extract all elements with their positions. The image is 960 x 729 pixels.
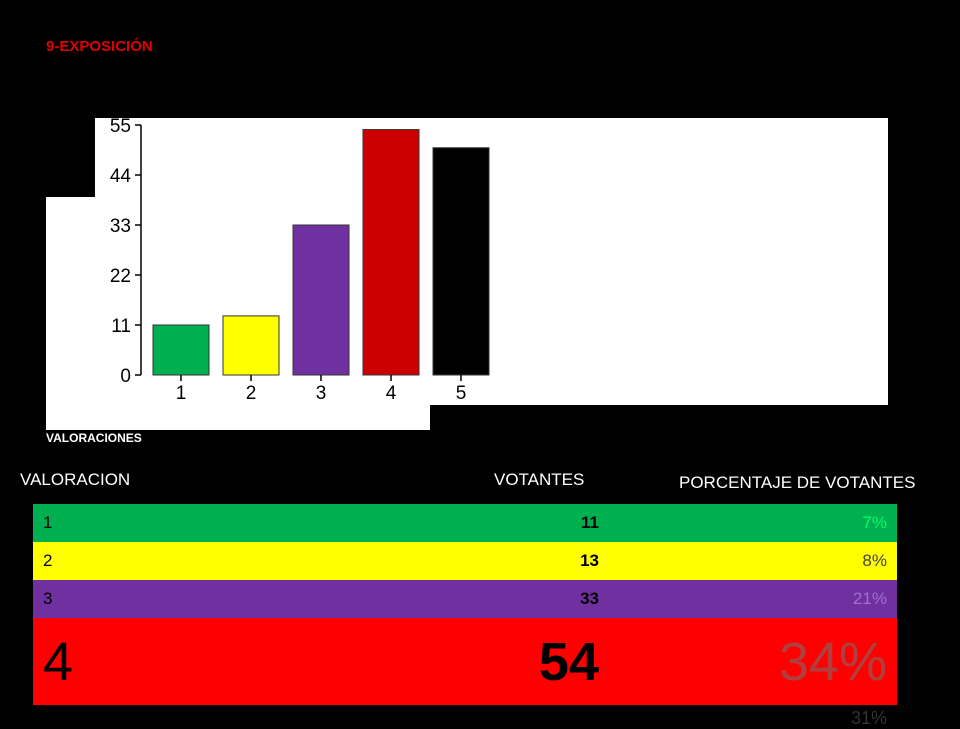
page-title: 9-EXPOSICIÓN [46,38,153,55]
y-tick-label: 44 [110,166,132,187]
bar-chart: 0 11 22 33 44 55 1 2 3 4 5 [109,116,490,404]
cell-porcentaje: 8% [862,551,887,570]
header-votantes: VOTANTES [494,470,585,489]
cell-porcentaje: 21% [852,589,887,608]
y-tick-label: 0 [120,366,131,387]
y-tick-label: 11 [111,316,131,337]
table-row: 1 11 7% [33,504,897,542]
cell-votantes: 13 [580,551,599,570]
bar [222,315,280,376]
cell-valoracion: 2 [43,551,53,570]
cell-valoracion: 4 [43,631,74,692]
header-porcentaje: PORCENTAJE DE VOTANTES [679,473,916,492]
table-row: 3 33 21% [33,580,897,618]
x-tick-label: 4 [386,383,397,404]
x-tick-label: 1 [176,383,187,404]
cell-valoracion: 3 [43,589,53,608]
cell-votantes: 33 [580,589,599,608]
cell-porcentaje: 34% [778,631,887,692]
bar [432,147,490,376]
table-row: 2 13 8% [33,542,897,580]
bar [292,224,350,376]
y-tick-label: 22 [110,266,131,287]
header-valoracion: VALORACION [20,470,131,489]
x-tick-label: 2 [246,383,257,404]
bar [362,129,420,376]
x-tick-label: 5 [456,383,467,404]
cell-votantes: 54 [538,631,599,692]
chart-panel: 0 11 22 33 44 55 1 2 3 4 5 [46,116,888,430]
cell-valoracion: 1 [43,513,53,532]
x-tick-label: 3 [316,383,327,404]
x-axis-caption: VALORACIONES [46,431,142,445]
cell-porcentaje: 7% [862,513,887,532]
y-tick-label: 55 [110,116,131,137]
partial-row-percentage: 31% [850,708,887,728]
bar [152,324,210,376]
table-row: 4 54 34% [33,618,897,705]
y-tick-label: 33 [110,216,131,237]
cell-votantes: 11 [581,513,599,532]
